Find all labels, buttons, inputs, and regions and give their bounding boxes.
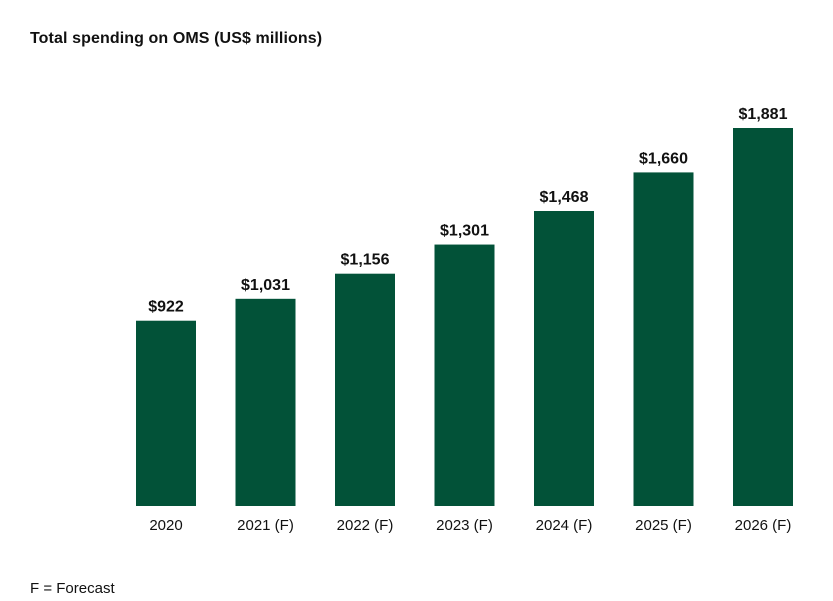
x-tick-label: 2023 (F) [436, 517, 493, 534]
value-label: $1,660 [639, 150, 688, 167]
bar-2022-f [335, 273, 395, 506]
chart-title: Total spending on OMS (US$ millions) [30, 30, 323, 47]
bar-2023-f [434, 244, 495, 506]
bar-2024-f [534, 210, 594, 506]
value-label: $922 [148, 299, 184, 316]
x-tick-label: 2026 (F) [735, 517, 792, 534]
bar-2020 [136, 320, 196, 506]
value-label: $1,156 [341, 252, 390, 269]
x-tick-label: 2024 (F) [536, 517, 593, 534]
x-tick-label: 2022 (F) [337, 517, 394, 534]
x-tick-label: 2021 (F) [237, 517, 294, 534]
value-label: $1,468 [540, 189, 589, 206]
x-tick-label: 2025 (F) [635, 517, 692, 534]
bar-2021-f [235, 298, 296, 506]
x-tick-label: 2020 [149, 517, 182, 534]
bar-2025-f [633, 172, 694, 506]
value-labels-group: $922 $1,031 $1,156 $1,301 $1,468 $1,660 $1,881 [148, 106, 787, 316]
value-label: $1,881 [739, 106, 788, 123]
bar-2026-f [733, 128, 793, 506]
value-label: $1,301 [440, 223, 489, 240]
value-label: $1,031 [241, 277, 290, 294]
bars-group [136, 128, 793, 506]
x-tick-labels-group: 2020 2021 (F) 2022 (F) 2023 (F) 2024 (F) 2025… [149, 517, 791, 534]
footnote: F = Forecast [30, 580, 115, 597]
